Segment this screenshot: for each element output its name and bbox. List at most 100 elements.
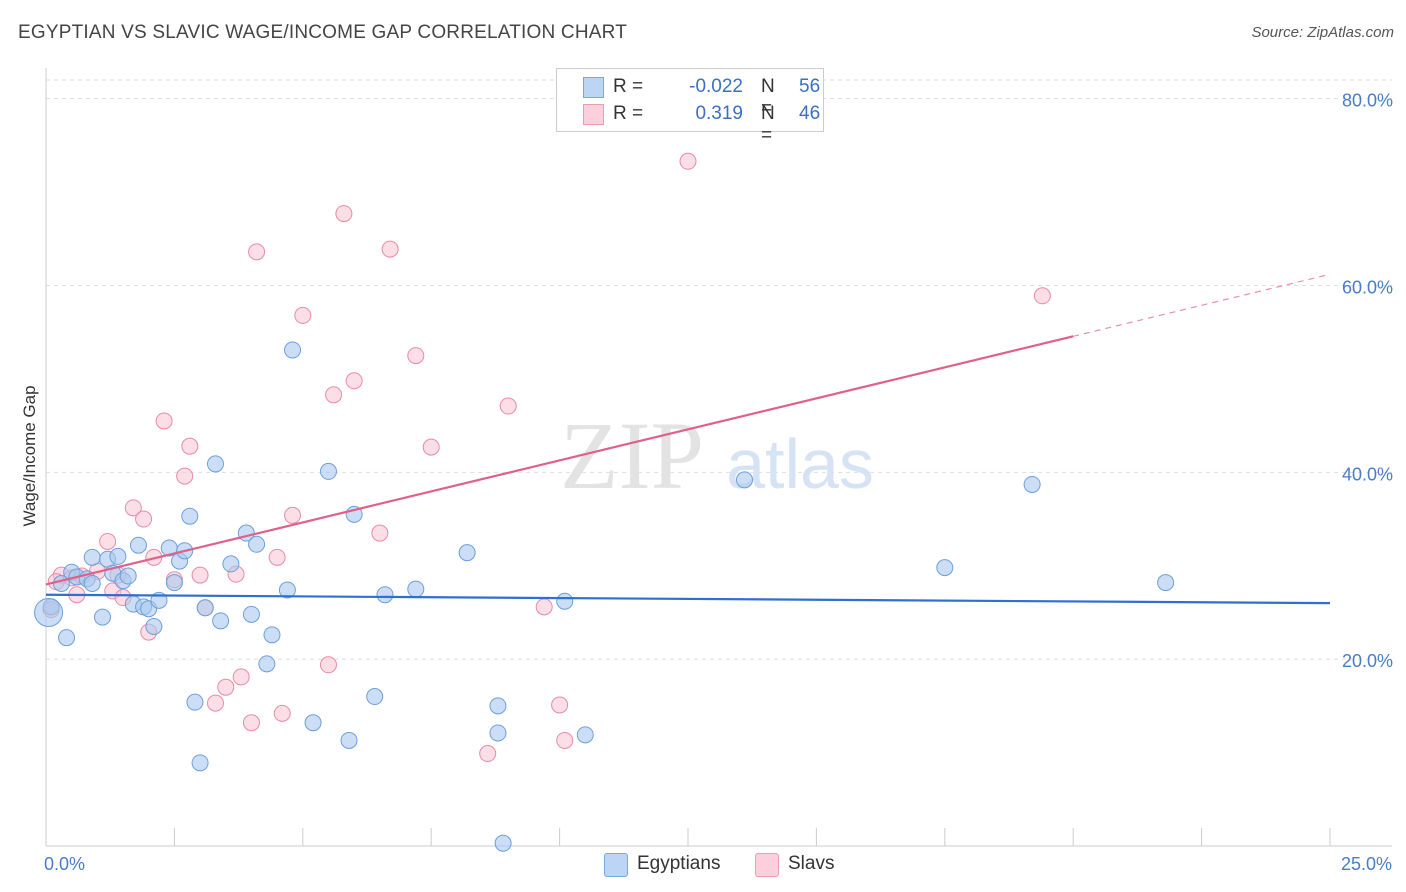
slavs-points: [42, 152, 1051, 763]
slavs-point: [124, 499, 142, 517]
egyptians-point: [376, 586, 394, 604]
egyptians-point: [129, 536, 147, 554]
slavs-point: [371, 524, 389, 542]
y-tick-label: 60.0%: [1342, 278, 1393, 298]
egyptians-point: [83, 575, 101, 593]
egyptians-point: [735, 471, 753, 489]
slavs-point: [273, 704, 291, 722]
slavs-point: [135, 510, 153, 528]
y-axis-title: Wage/Income Gap: [20, 385, 39, 526]
egyptians-point: [1157, 574, 1175, 592]
egyptians-point: [34, 597, 64, 627]
egyptians-point: [186, 693, 204, 711]
chart-title: EGYPTIAN VS SLAVIC WAGE/INCOME GAP CORRE…: [18, 22, 628, 43]
egyptians-point: [1023, 475, 1041, 493]
y-tick-label: 40.0%: [1342, 464, 1393, 484]
slavs-point: [191, 566, 209, 584]
egyptians-point: [489, 724, 507, 742]
slavs-point: [679, 152, 697, 170]
egyptians-point: [576, 726, 594, 744]
egyptians-point: [366, 688, 384, 706]
slavs-point: [499, 397, 517, 415]
legend-n-value: 46: [799, 103, 821, 124]
grid-lines: [46, 79, 1392, 660]
egyptians-point: [258, 655, 276, 673]
egyptians-point: [936, 559, 954, 577]
slavs-point: [535, 598, 553, 616]
egyptians-point: [248, 535, 266, 553]
legend-r-label: R =: [613, 103, 644, 124]
egyptians-point: [263, 626, 281, 644]
egyptians-point: [119, 567, 137, 585]
legend-r-label: R =: [613, 76, 644, 97]
egyptians-trend-line: [45, 593, 1331, 605]
egyptians-point: [181, 507, 199, 525]
slavs-point: [1033, 287, 1051, 305]
slavs-point: [422, 438, 440, 456]
slavs-point: [155, 412, 173, 430]
egyptians-point: [109, 547, 127, 565]
slavs-legend-label: Slavs: [788, 853, 835, 874]
egyptians-legend-label: Egyptians: [637, 853, 721, 874]
y-tick-label: 20.0%: [1342, 651, 1393, 671]
egyptians-point: [489, 697, 507, 715]
x-tick-label: 25.0%: [1341, 854, 1392, 874]
slavs-swatch: [583, 104, 604, 125]
slavs-point: [319, 656, 337, 674]
egyptians-point: [58, 629, 76, 647]
legend-r-value: 0.319: [695, 103, 743, 124]
slavs-trend-extension: [1073, 273, 1331, 337]
slavs-point: [206, 694, 224, 712]
slavs-point: [407, 347, 425, 365]
egyptians-point: [278, 581, 296, 599]
watermark-atlas: atlas: [726, 425, 874, 503]
egyptians-point: [340, 731, 358, 749]
source-credit: Source: ZipAtlas.com: [1251, 24, 1394, 41]
egyptians-point: [165, 574, 183, 592]
slavs-point: [381, 240, 399, 258]
egyptians-point: [83, 548, 101, 566]
x-tick-label: 0.0%: [44, 854, 85, 874]
egyptians-legend-swatch: [604, 853, 628, 877]
slavs-point: [345, 372, 363, 390]
slavs-point: [268, 548, 286, 566]
slavs-point: [181, 437, 199, 455]
egyptians-point: [319, 462, 337, 480]
legend-n-label: N =: [761, 103, 775, 146]
slavs-point: [284, 506, 302, 524]
slavs-point: [556, 731, 574, 749]
egyptians-points: [34, 341, 1175, 852]
slavs-legend-swatch: [755, 853, 779, 877]
egyptians-point: [556, 592, 574, 610]
slavs-point: [232, 668, 250, 686]
axes: [45, 68, 1392, 847]
slavs-point: [294, 306, 312, 324]
slavs-point: [335, 205, 353, 223]
egyptians-point: [196, 599, 214, 617]
slavs-point: [217, 678, 235, 696]
egyptians-point: [191, 754, 209, 772]
egyptians-point: [407, 580, 425, 598]
egyptians-point: [212, 612, 230, 630]
slavs-trend-line: [45, 335, 1074, 586]
slavs-point: [248, 243, 266, 261]
egyptians-point: [284, 341, 302, 359]
egyptians-point: [222, 555, 240, 573]
egyptians-point: [145, 617, 163, 635]
slavs-point: [479, 745, 497, 763]
tick-labels: 20.0% 40.0% 60.0% 80.0% 0.0% 25.0%: [44, 91, 1393, 874]
egyptians-swatch: [583, 77, 604, 98]
slavs-point: [551, 696, 569, 714]
egyptians-point: [494, 834, 512, 852]
slavs-point: [176, 467, 194, 485]
slavs-point: [99, 532, 117, 550]
slavs-point: [325, 386, 343, 404]
egyptians-point: [206, 455, 224, 473]
egyptians-point: [242, 605, 260, 623]
egyptians-point: [93, 608, 111, 626]
slavs-point: [242, 714, 260, 732]
legend-n-label: N =: [761, 76, 775, 119]
legend-n-value: 56: [799, 76, 821, 97]
y-tick-label: 80.0%: [1342, 91, 1393, 111]
